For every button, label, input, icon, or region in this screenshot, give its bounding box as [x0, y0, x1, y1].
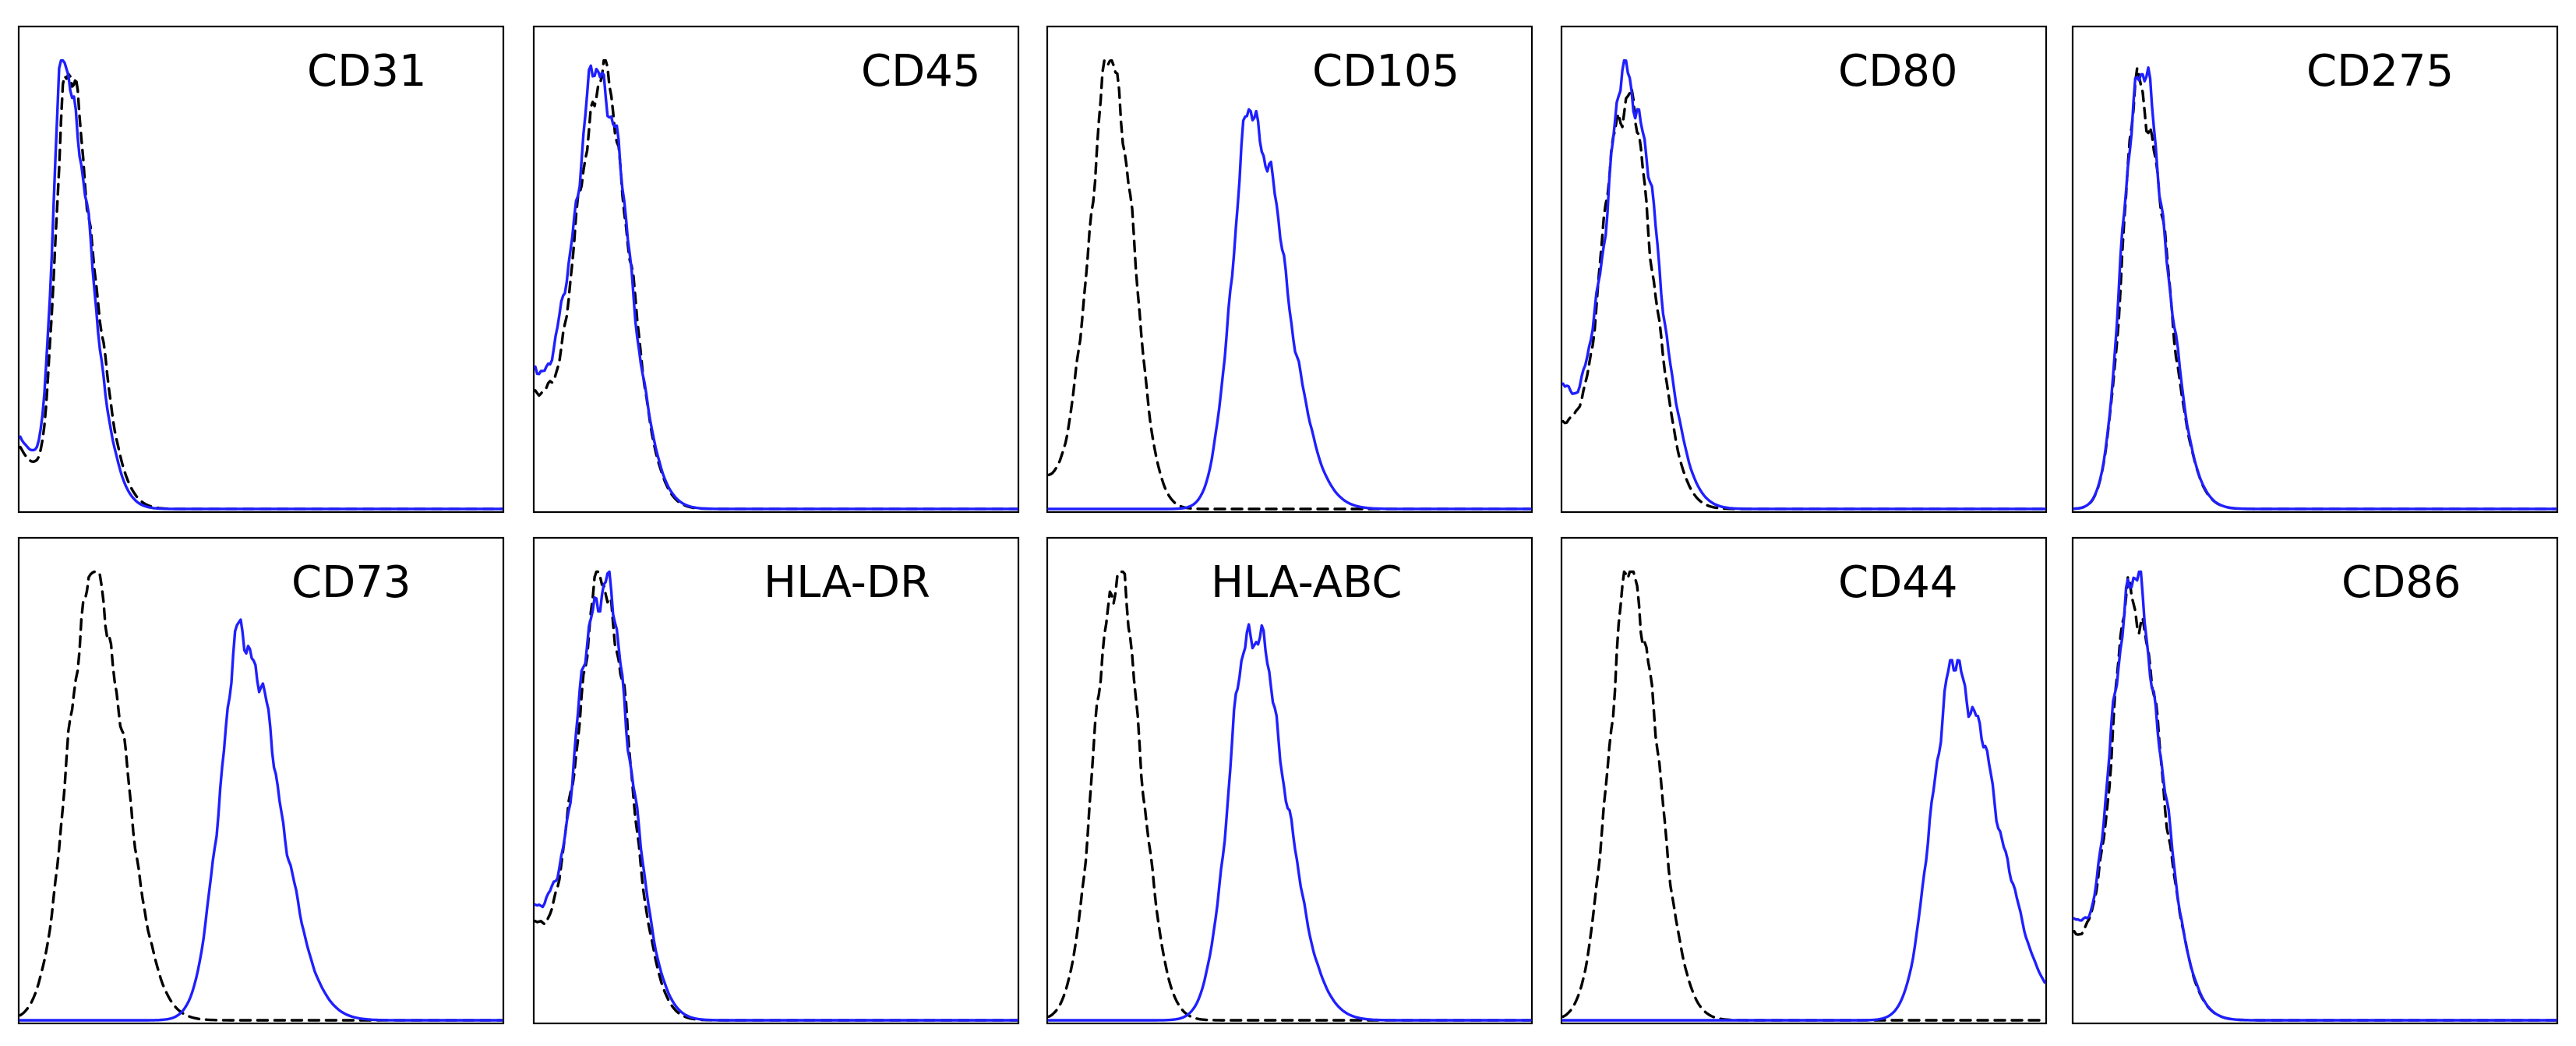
isotype-curve-cd105	[1047, 58, 1532, 511]
stained-curve-cd275	[2073, 66, 2557, 511]
stained-curve-hla-dr	[534, 570, 1018, 1022]
panel-frame	[1046, 536, 1533, 1025]
panel-label-cd45: CD45	[861, 46, 980, 97]
panel-label-cd80: CD80	[1838, 46, 1957, 97]
panel-cd31: CD31	[17, 25, 505, 514]
panel-label-hla-abc: HLA-ABC	[1211, 557, 1403, 608]
stained-curve-hla-abc	[1047, 623, 1532, 1022]
panel-label-hla-dr: HLA-DR	[764, 557, 930, 608]
panel-frame	[1046, 25, 1533, 514]
panel-label-cd105: CD105	[1312, 46, 1459, 97]
panel-frame	[2071, 536, 2559, 1025]
panel-cd80: CD80	[1560, 25, 2048, 514]
stained-curve-cd73	[19, 618, 503, 1022]
stained-curve-cd105	[1047, 108, 1532, 511]
panel-cd86: CD86	[2071, 536, 2559, 1025]
panel-cd45: CD45	[532, 25, 1020, 514]
isotype-curve-cd44	[1561, 570, 2046, 1022]
panel-frame	[1560, 25, 2048, 514]
panel-label-cd44: CD44	[1838, 557, 1957, 608]
panel-label-cd31: CD31	[307, 46, 426, 97]
panel-hla-dr: HLA-DR	[532, 536, 1020, 1025]
stained-curve-cd80	[1561, 58, 2046, 511]
stained-curve-cd31	[19, 58, 503, 511]
panel-frame	[17, 536, 505, 1025]
isotype-curve-hla-abc	[1047, 570, 1532, 1022]
panel-frame	[532, 25, 1020, 514]
panel-cd105: CD105	[1046, 25, 1533, 514]
stained-curve-cd44	[1561, 659, 2046, 1022]
panel-frame	[2071, 25, 2559, 514]
panel-cd275: CD275	[2071, 25, 2559, 514]
panel-cd73: CD73	[17, 536, 505, 1025]
panel-frame	[17, 25, 505, 514]
panel-label-cd73: CD73	[291, 557, 411, 608]
stained-curve-cd86	[2073, 570, 2557, 1022]
panel-cd44: CD44	[1560, 536, 2048, 1025]
panel-frame	[532, 536, 1020, 1025]
panel-label-cd86: CD86	[2341, 557, 2461, 608]
stained-curve-cd45	[534, 64, 1018, 511]
panel-hla-abc: HLA-ABC	[1046, 536, 1533, 1025]
panel-frame	[1560, 536, 2048, 1025]
panel-label-cd275: CD275	[2306, 46, 2454, 97]
